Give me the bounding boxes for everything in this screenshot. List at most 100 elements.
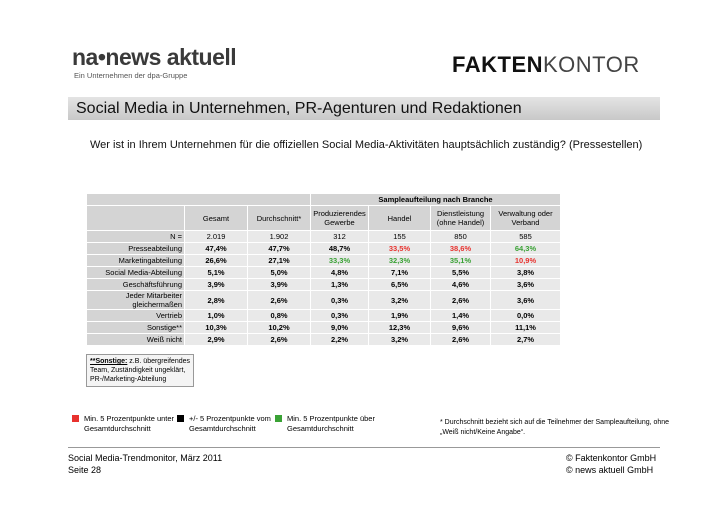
cell: 9,0% xyxy=(310,321,369,334)
cell: 10,9% xyxy=(490,254,561,267)
cell: 48,7% xyxy=(310,242,369,255)
footer-left: Social Media-Trendmonitor, März 2011 Seit… xyxy=(68,452,222,476)
divider xyxy=(68,447,660,448)
legend-swatch xyxy=(177,415,184,422)
table-row: Presseabteilung 47,4% 47,7% 48,7% 33,5% 38,6%… xyxy=(86,242,561,255)
column-header: Handel xyxy=(368,205,431,231)
header-cell xyxy=(86,193,311,206)
cell: 3,6% xyxy=(490,278,561,291)
logo-tagline: Ein Unternehmen der dpa-Gruppe xyxy=(74,71,188,80)
cell: 0,3% xyxy=(310,290,369,310)
cell: 585 xyxy=(490,230,561,243)
cell: 2,9% xyxy=(184,333,248,346)
cell: 47,7% xyxy=(247,242,311,255)
page-number: Seite 28 xyxy=(68,465,102,475)
cell: 3,9% xyxy=(184,278,248,291)
cell: 26,6% xyxy=(184,254,248,267)
table-row: Geschäftsführung 3,9% 3,9% 1,3% 6,5% 4,6% 3,6% xyxy=(86,278,561,291)
cell: 3,9% xyxy=(247,278,311,291)
cell: 5,1% xyxy=(184,266,248,279)
cell: 1,0% xyxy=(184,309,248,322)
cell: 2,2% xyxy=(310,333,369,346)
row-label: Vertrieb xyxy=(86,309,185,322)
cell: 3,6% xyxy=(490,290,561,310)
cell: 4,8% xyxy=(310,266,369,279)
row-label: Geschäftsführung xyxy=(86,278,185,291)
table-row: Weiß nicht 2,9% 2,6% 2,2% 3,2% 2,6% 2,7% xyxy=(86,333,561,346)
cell: 312 xyxy=(310,230,369,243)
note-box: **Sonstige: z.B. übergreifendes Team, Zu… xyxy=(86,354,194,387)
cell: 2,6% xyxy=(430,290,491,310)
cell: 2,6% xyxy=(247,333,311,346)
table-row: Marketingabteilung 26,6% 27,1% 33,3% 32,3% 35… xyxy=(86,254,561,267)
cell: 850 xyxy=(430,230,491,243)
row-label: Marketingabteilung xyxy=(86,254,185,267)
row-label: Weiß nicht xyxy=(86,333,185,346)
header-cell xyxy=(86,205,185,231)
cell: 2,6% xyxy=(247,290,311,310)
cell: 5,0% xyxy=(247,266,311,279)
cell: 10,3% xyxy=(184,321,248,334)
column-header: Durchschnitt* xyxy=(247,205,311,231)
title-bar xyxy=(68,97,660,120)
legend-text: Min. 5 Prozentpunkte über Gesamtdurchsch… xyxy=(287,414,375,433)
logo-left: na•news aktuell xyxy=(72,44,237,70)
cell: 1,9% xyxy=(368,309,431,322)
cell: 0,8% xyxy=(247,309,311,322)
legend-swatch xyxy=(275,415,282,422)
logo-light: KONTOR xyxy=(543,52,640,77)
cell: 2,6% xyxy=(430,333,491,346)
cell: 1,4% xyxy=(430,309,491,322)
row-label: Sonstige** xyxy=(86,321,185,334)
question: Wer ist in Ihrem Unternehmen für die off… xyxy=(90,139,643,151)
cell: 155 xyxy=(368,230,431,243)
row-label: N = xyxy=(86,230,185,243)
group-header: Sampleaufteilung nach Branche xyxy=(310,193,561,206)
copyright: © Faktenkontor GmbH xyxy=(566,453,657,463)
table: Sampleaufteilung nach Branche Gesamt Durch… xyxy=(86,193,561,346)
legend-swatch xyxy=(72,415,79,422)
cell: 27,1% xyxy=(247,254,311,267)
legend-text: Min. 5 Prozentpunkte unter Gesamtdurchsc… xyxy=(84,414,175,433)
cell: 33,5% xyxy=(368,242,431,255)
cell: 0,0% xyxy=(490,309,561,322)
cell: 1,3% xyxy=(310,278,369,291)
logo-right: FAKTENKONTOR xyxy=(452,52,640,78)
legend-text: +/- 5 Prozentpunkte vom Gesamtdurchschni… xyxy=(189,414,271,433)
column-header: Produzierendes Gewerbe xyxy=(310,205,369,231)
cell: 35,1% xyxy=(430,254,491,267)
cell: 6,5% xyxy=(368,278,431,291)
row-label: Presseabteilung xyxy=(86,242,185,255)
logo-bold: FAKTEN xyxy=(452,52,543,77)
row-label: Social Media-Abteilung xyxy=(86,266,185,279)
note-term: **Sonstige: xyxy=(90,358,128,365)
cell: 11,1% xyxy=(490,321,561,334)
cell: 2,7% xyxy=(490,333,561,346)
cell: 12,3% xyxy=(368,321,431,334)
table-row: Sonstige** 10,3% 10,2% 9,0% 12,3% 9,6% 11,1% xyxy=(86,321,561,334)
column-header: Verwaltung oder Verband xyxy=(490,205,561,231)
cell: 5,5% xyxy=(430,266,491,279)
footnote: * Durchschnitt bezieht sich auf die Teil… xyxy=(440,419,670,436)
cell: 47,4% xyxy=(184,242,248,255)
cell: 4,6% xyxy=(430,278,491,291)
column-header: Dienstleistung (ohne Handel) xyxy=(430,205,491,231)
table-row: Jeder Mitarbeiter gleichermaßen 2,8% 2,6% 0… xyxy=(86,290,561,310)
column-header: Gesamt xyxy=(184,205,248,231)
cell: 3,8% xyxy=(490,266,561,279)
table-wrap: Sampleaufteilung nach Branche Gesamt Durch… xyxy=(86,193,561,346)
cell: 32,3% xyxy=(368,254,431,267)
cell: 38,6% xyxy=(430,242,491,255)
cell: 7,1% xyxy=(368,266,431,279)
copyright: © news aktuell GmbH xyxy=(566,465,654,475)
cell: 10,2% xyxy=(247,321,311,334)
header-row: Sampleaufteilung nach Branche xyxy=(86,193,561,206)
cell: 3,2% xyxy=(368,290,431,310)
cell: 2.019 xyxy=(184,230,248,243)
cell: 1.902 xyxy=(247,230,311,243)
row-label: Jeder Mitarbeiter gleichermaßen xyxy=(86,290,185,310)
table-row: N = 2.019 1.902 312 155 850 585 xyxy=(86,230,561,243)
table-row: Vertrieb 1,0% 0,8% 0,3% 1,9% 1,4% 0,0% xyxy=(86,309,561,322)
cell: 0,3% xyxy=(310,309,369,322)
